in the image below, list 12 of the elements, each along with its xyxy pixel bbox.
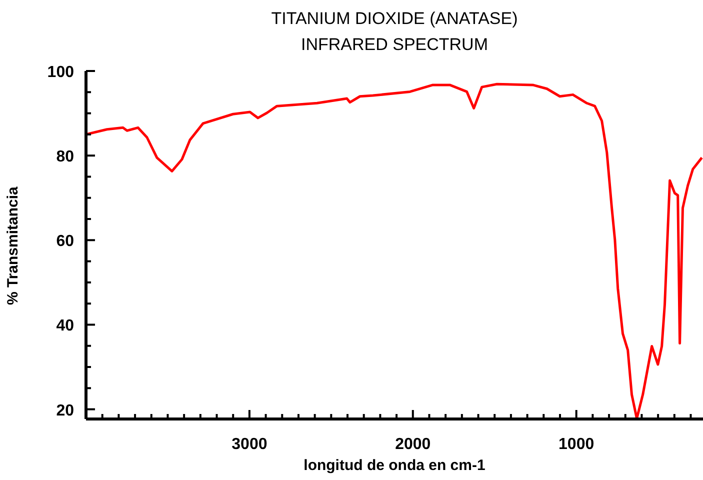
x-tick-label: 3000 (232, 436, 268, 453)
chart-title: TITANIUM DIOXIDE (ANATASE) (270, 8, 519, 30)
x-tick-label: 2000 (395, 436, 431, 453)
x-tick-label: 1000 (558, 436, 594, 453)
y-tick-label: 100 (47, 64, 74, 81)
x-axis-title: longitud de onda en cm-1 (304, 457, 486, 474)
y-tick-label: 60 (56, 233, 74, 250)
y-axis-title: % Transmitancia (4, 186, 22, 305)
y-tick-label: 40 (56, 318, 74, 335)
y-tick-label: 80 (56, 148, 74, 166)
y-tick-label: 20 (56, 402, 74, 420)
chart-subtitle: INFRARED SPECTRUM (300, 34, 489, 56)
